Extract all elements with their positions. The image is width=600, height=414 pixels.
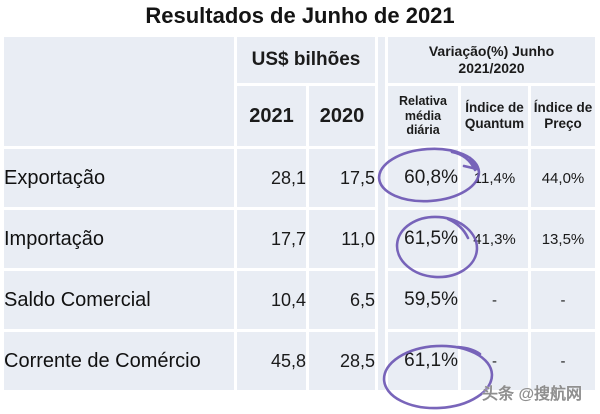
col-header-preco: Índice de Preço (531, 86, 595, 146)
group-header-variacao: Variação(%) Junho 2021/2020 (388, 37, 595, 83)
cell-value: 59,5% (388, 271, 458, 329)
row-label: Corrente de Comércio (4, 332, 234, 390)
cell-value: 11,0 (309, 210, 375, 268)
cell-value: - (531, 271, 595, 329)
cell-value: - (531, 332, 595, 390)
cell-value: 13,5% (531, 210, 595, 268)
row-label: Importação (4, 210, 234, 268)
cell-value: 28,5 (309, 332, 375, 390)
cell-value: 17,7 (237, 210, 306, 268)
cell-value: 45,8 (237, 332, 306, 390)
cell-value: 6,5 (309, 271, 375, 329)
table-row-corrente-de-comercio: Corrente de Comércio 45,8 28,5 61,1% - - (4, 332, 595, 390)
cell-value: 28,1 (237, 149, 306, 207)
corner-cell (4, 37, 234, 146)
cell-value: 44,0% (531, 149, 595, 207)
page-title: Resultados de Junho de 2021 (145, 3, 455, 28)
cell-value: 11,4% (461, 149, 528, 207)
table-row-exportacao: Exportação 28,1 17,5 60,8% 11,4% 44,0% (4, 149, 595, 207)
cell-value-circled: 61,5% (388, 210, 458, 268)
col-header-relativa: Relativa média diária (388, 86, 458, 146)
col-header-preco-text: Índice de Preço (533, 100, 593, 131)
results-table: US$ bilhões Variação(%) Junho 2021/2020 … (1, 34, 598, 393)
watermark: 头条 @搜航网 (482, 386, 583, 403)
col-header-2020: 2020 (309, 86, 375, 146)
cell-value: 17,5 (309, 149, 375, 207)
col-header-relativa-text: Relativa média diária (399, 93, 447, 138)
cell-value: - (461, 271, 528, 329)
cell-value: 41,3% (461, 210, 528, 268)
col-header-quantum-text: Índice de Quantum (464, 100, 525, 131)
col-header-2021: 2021 (237, 86, 306, 146)
table-row-importacao: Importação 17,7 11,0 61,5% 41,3% 13,5% (4, 210, 595, 268)
group-header-usd: US$ bilhões (237, 37, 375, 83)
cell-value: 10,4 (237, 271, 306, 329)
row-label: Exportação (4, 149, 234, 207)
row-label: Saldo Comercial (4, 271, 234, 329)
table-section-gap (378, 37, 385, 390)
cell-value-circled: 60,8% (388, 149, 458, 207)
cell-value-circled: 61,1% (388, 332, 458, 390)
group-header-variacao-text: Variação(%) Junho 2021/2020 (428, 42, 555, 77)
table-row-saldo-comercial: Saldo Comercial 10,4 6,5 59,5% - - (4, 271, 595, 329)
col-header-quantum: Índice de Quantum (461, 86, 528, 146)
